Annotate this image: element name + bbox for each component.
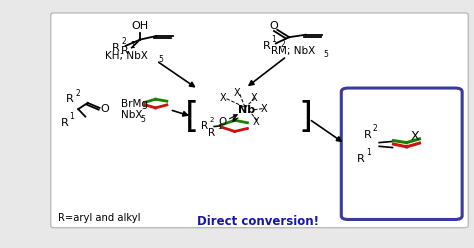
Text: R: R <box>201 122 209 131</box>
Text: M; NbX: M; NbX <box>278 46 315 56</box>
Text: R: R <box>112 43 120 53</box>
Text: O: O <box>270 21 278 31</box>
Text: O: O <box>219 117 227 126</box>
Text: 5: 5 <box>324 50 328 59</box>
Text: 1: 1 <box>130 41 135 50</box>
Text: 2: 2 <box>122 37 127 46</box>
Text: 2: 2 <box>373 124 377 133</box>
Text: 5: 5 <box>159 55 164 64</box>
Text: R: R <box>357 154 365 164</box>
Text: X: X <box>410 130 419 143</box>
Text: NbX: NbX <box>121 110 142 120</box>
Text: X: X <box>219 93 226 103</box>
Text: 1: 1 <box>272 35 276 44</box>
Text: OH: OH <box>131 21 148 31</box>
Text: 5: 5 <box>141 115 146 124</box>
Text: 1: 1 <box>70 112 74 121</box>
Text: 2: 2 <box>75 89 80 97</box>
Text: 1: 1 <box>217 124 221 130</box>
Text: O: O <box>100 104 109 114</box>
Text: R: R <box>66 94 74 104</box>
Text: X: X <box>250 93 257 103</box>
Text: R: R <box>61 118 68 128</box>
Text: R: R <box>271 46 279 56</box>
Text: R: R <box>364 130 371 140</box>
Text: Direct conversion!: Direct conversion! <box>197 216 319 228</box>
FancyBboxPatch shape <box>51 13 468 228</box>
Text: 2: 2 <box>210 117 214 123</box>
Text: X: X <box>234 88 240 98</box>
Text: ]: ] <box>299 99 313 134</box>
Text: R=aryl and alkyl: R=aryl and alkyl <box>58 213 141 223</box>
Text: KH; NbX: KH; NbX <box>105 51 147 61</box>
Text: R: R <box>208 128 216 138</box>
Text: 1: 1 <box>366 148 371 157</box>
Text: [: [ <box>185 99 199 134</box>
Text: Nb: Nb <box>238 105 255 115</box>
Text: BrMg: BrMg <box>121 99 148 109</box>
Text: X: X <box>261 104 268 114</box>
Text: 2: 2 <box>280 40 285 49</box>
Text: R: R <box>263 41 270 51</box>
FancyBboxPatch shape <box>341 88 462 219</box>
Text: R: R <box>121 46 128 56</box>
Text: X: X <box>253 117 259 126</box>
